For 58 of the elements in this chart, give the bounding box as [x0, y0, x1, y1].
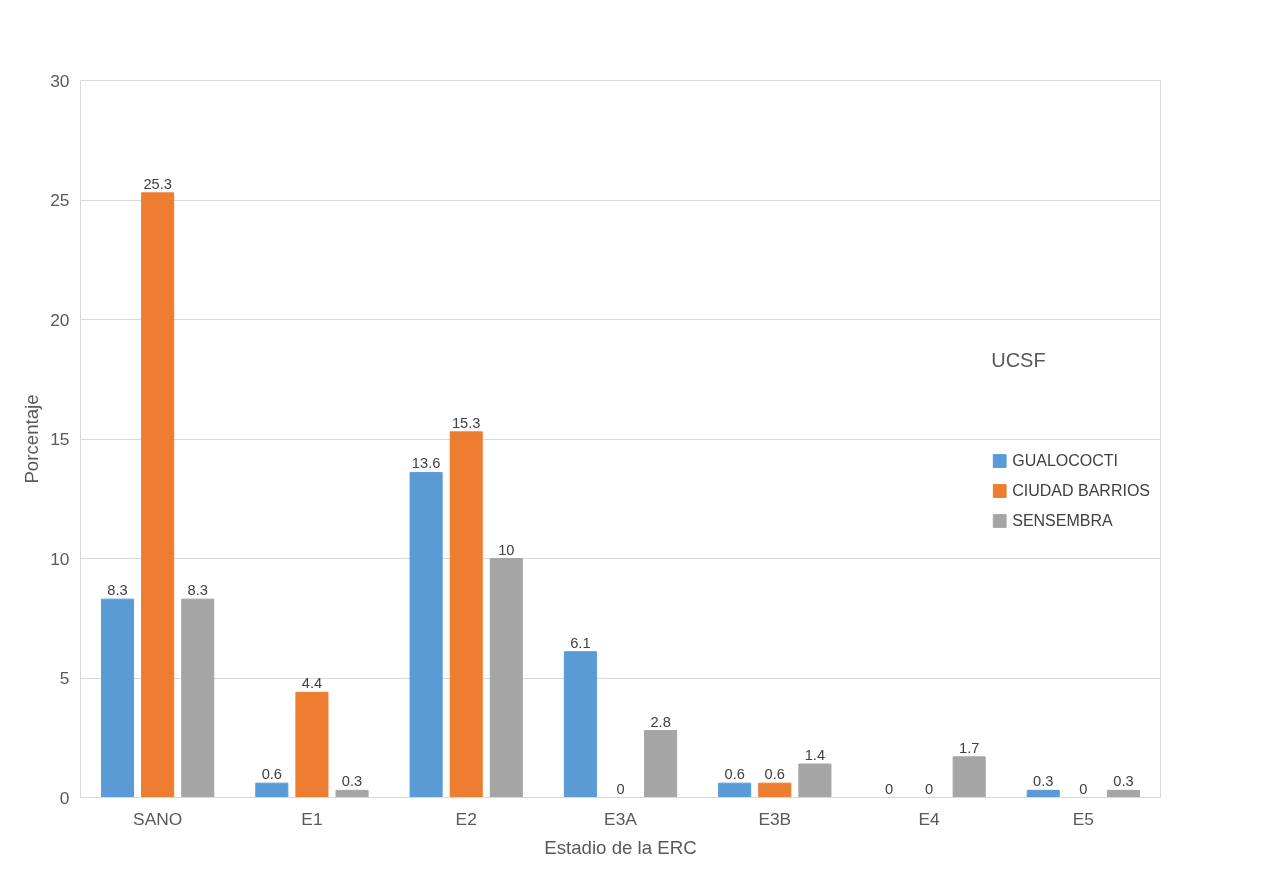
bar — [409, 471, 443, 798]
bar — [718, 782, 752, 798]
bar — [489, 558, 523, 798]
y-tick-label: 15 — [50, 429, 70, 449]
x-tick-label: E3A — [604, 808, 638, 829]
data-label: 0.3 — [1113, 773, 1134, 790]
data-label: 0 — [884, 780, 894, 797]
data-label: 25.3 — [143, 175, 172, 192]
data-label: 15.3 — [451, 414, 481, 431]
legend-label: SENSEMBRA — [1012, 511, 1113, 529]
y-tick-label: 25 — [50, 190, 70, 210]
data-label: 0.6 — [764, 766, 785, 783]
legend-label: CIUDAD BARRIOS — [1012, 481, 1150, 499]
data-label: 0 — [1079, 780, 1088, 797]
bar — [181, 598, 215, 798]
x-axis-title: Estadio de la ERC — [544, 836, 697, 858]
bar — [758, 782, 792, 798]
data-label: 0.3 — [1033, 773, 1054, 790]
legend-label: GUALOCOCTI — [1012, 451, 1118, 469]
y-tick-label: 30 — [50, 70, 70, 91]
bar — [449, 431, 483, 798]
bar — [335, 789, 369, 798]
data-label: 13.6 — [411, 455, 441, 472]
x-tick-label: E3B — [758, 808, 792, 829]
data-label: 1.7 — [959, 739, 980, 756]
x-tick-label: E1 — [301, 808, 323, 829]
bar — [1026, 789, 1060, 798]
legend-title: UCSF — [991, 348, 1047, 371]
data-label: 0.3 — [341, 773, 363, 790]
bar — [141, 192, 175, 798]
data-label: 0 — [616, 780, 625, 797]
data-label: 4.4 — [301, 675, 323, 692]
data-label: 6.1 — [570, 634, 591, 651]
bar — [255, 782, 289, 798]
data-label: 0.6 — [724, 766, 745, 783]
bar — [100, 598, 135, 798]
x-tick-label: E2 — [455, 808, 477, 829]
data-label: 0 — [925, 780, 934, 797]
bar — [563, 651, 597, 798]
data-label: 1.4 — [804, 747, 826, 764]
bar — [952, 756, 986, 798]
y-tick-label: 10 — [50, 548, 70, 569]
bar — [1106, 789, 1141, 798]
y-axis-title: Porcentaje — [21, 394, 43, 484]
data-label: 0.6 — [261, 766, 282, 783]
x-tick-label: SANO — [133, 808, 183, 829]
data-label: 8.3 — [107, 582, 128, 599]
bar — [295, 691, 329, 798]
data-label: 8.3 — [187, 582, 208, 599]
bar — [644, 730, 678, 798]
data-label: 10 — [498, 541, 515, 558]
y-tick-label: 0 — [59, 787, 70, 808]
x-tick-label: E4 — [918, 808, 941, 829]
bar — [798, 763, 832, 798]
x-tick-label: E5 — [1072, 808, 1094, 829]
y-tick-label: 20 — [50, 309, 70, 330]
data-label: 2.8 — [650, 713, 671, 730]
y-tick-label: 5 — [59, 668, 70, 688]
